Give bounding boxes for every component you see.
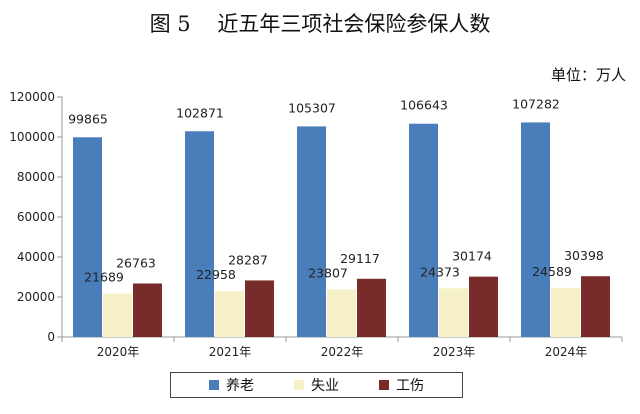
y-tick-label: 120000 [9,90,55,104]
data-label-pension: 107282 [512,96,560,111]
legend-item-pension: 养老 [209,375,254,395]
data-label-unemployment: 24373 [420,264,460,279]
bar-unemployment [551,287,580,337]
data-label-unemployment: 21689 [84,270,124,285]
x-tick-label: 2023年 [433,345,476,359]
data-label-injury: 30398 [564,248,604,263]
x-tick-label: 2020年 [97,345,140,359]
x-tick-label: 2021年 [209,345,252,359]
y-tick-label: 0 [47,330,55,344]
bars [73,122,610,338]
x-tick-label: 2022年 [321,345,364,359]
data-label-injury: 29117 [340,251,380,266]
bar-unemployment [327,289,356,337]
bar-pension [185,131,214,337]
x-tick-label: 2024年 [545,345,588,359]
legend-label-injury: 工伤 [396,378,424,394]
bar-pension [409,123,438,338]
bar-injury [357,278,386,337]
bar-unemployment [103,293,132,337]
legend-swatch-injury [379,380,389,390]
data-label-injury: 30174 [452,249,492,264]
legend-item-unemployment: 失业 [294,375,339,395]
legend-label-unemployment: 失业 [311,378,339,394]
y-tick-label: 80000 [17,170,55,184]
bar-pension [73,137,102,337]
unit-label: 单位：万人 [550,66,626,84]
bar-injury [581,276,610,337]
y-tick-label: 20000 [17,290,55,304]
data-label-injury: 28287 [228,252,268,267]
data-label-unemployment: 23807 [308,265,348,280]
y-axis: 0 20000 40000 60000 80000 100000 120000 [9,90,63,344]
data-label-pension: 105307 [288,100,336,115]
data-label-injury: 26763 [116,255,156,270]
bar-unemployment [215,291,244,337]
bar-pension [297,126,326,337]
y-tick-label: 60000 [17,210,55,224]
data-label-pension: 106643 [400,98,448,113]
y-tick-label: 100000 [9,130,55,144]
bar-injury [133,283,162,337]
data-label-pension: 102871 [176,105,224,120]
bar-pension [521,122,550,337]
bar-injury [245,280,274,337]
x-axis: 2020年 2021年 2022年 2023年 2024年 [61,336,623,359]
bar-injury [469,276,498,337]
legend-item-injury: 工伤 [379,375,424,395]
legend: 养老 失业 工伤 [170,372,463,398]
legend-swatch-unemployment [294,380,304,390]
legend-label-pension: 养老 [226,378,254,394]
data-label-unemployment: 24589 [532,264,572,279]
chart-title: 图 5 近五年三项社会保险参保人数 [149,12,491,36]
legend-swatch-pension [209,380,219,390]
y-tick-label: 40000 [17,250,55,264]
data-label-pension: 99865 [68,111,108,126]
bar-unemployment [439,288,468,337]
data-label-unemployment: 22958 [196,267,236,282]
